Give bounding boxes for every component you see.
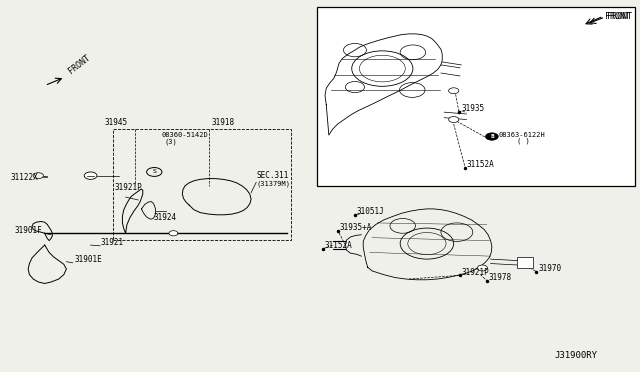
Text: (3): (3)	[164, 138, 177, 145]
Text: 31901E: 31901E	[74, 255, 102, 264]
Text: FRONT: FRONT	[67, 54, 92, 76]
Circle shape	[449, 116, 459, 122]
Text: B: B	[490, 134, 494, 139]
Text: J31900RY: J31900RY	[554, 351, 597, 360]
Text: 31935+A: 31935+A	[339, 222, 371, 231]
Text: 31935: 31935	[461, 104, 484, 113]
Text: FRONT: FRONT	[605, 12, 630, 22]
Text: 31921P: 31921P	[115, 183, 143, 192]
Text: SEC.311: SEC.311	[256, 171, 289, 180]
Text: 31152A: 31152A	[467, 160, 494, 169]
Text: 08360-5142D: 08360-5142D	[161, 132, 208, 138]
Circle shape	[449, 88, 459, 94]
Text: 31152A: 31152A	[325, 241, 353, 250]
Text: 31945: 31945	[104, 118, 127, 127]
Text: 31918: 31918	[212, 118, 235, 127]
Bar	[317, 7, 636, 186]
Text: 31978: 31978	[489, 273, 512, 282]
Circle shape	[84, 172, 97, 179]
Circle shape	[486, 133, 499, 140]
Bar	[517, 257, 533, 268]
Text: ( ): ( )	[517, 137, 530, 144]
Text: 31921: 31921	[100, 238, 124, 247]
Text: 31921P: 31921P	[461, 267, 489, 277]
Text: S: S	[152, 170, 156, 174]
Circle shape	[477, 265, 488, 271]
Text: (31379M): (31379M)	[256, 180, 290, 187]
Bar	[113, 129, 291, 240]
Text: 31051J: 31051J	[356, 207, 384, 216]
Circle shape	[169, 231, 178, 236]
Text: 31122X: 31122X	[11, 173, 38, 182]
Text: FRONT: FRONT	[607, 12, 632, 22]
Text: 31901F: 31901F	[14, 226, 42, 235]
Text: 08363-6122H: 08363-6122H	[499, 132, 546, 138]
Text: 31924: 31924	[153, 212, 176, 222]
Text: 31970: 31970	[538, 264, 561, 273]
